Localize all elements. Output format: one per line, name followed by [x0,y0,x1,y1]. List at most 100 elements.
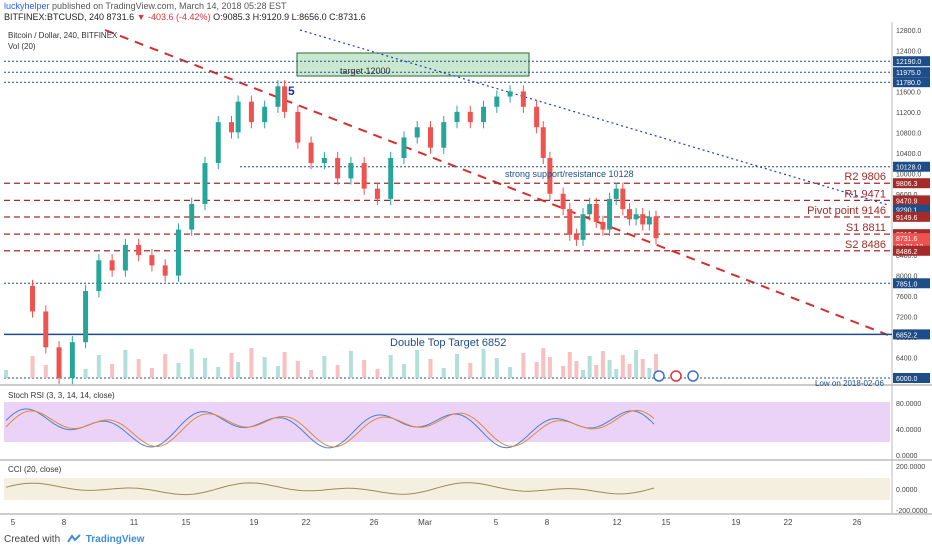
candle-body [308,142,314,164]
candle-body [626,209,632,220]
time-tick-label: 19 [250,518,259,527]
pivot-level-label: Pivot point 9146 [807,205,886,217]
pivot-levels: R2 9806 R1 9471 Pivot point 9146 S1 8811 S2 … [4,171,892,252]
volume-bar [561,366,566,378]
volume-bar [348,351,353,378]
target-box-label: target 12000 [340,66,391,76]
volume-bar [123,350,128,378]
price-tag-label: 8486.2 [896,249,918,256]
cci-tick-label: -200.0000 [896,508,928,515]
volume-bar [634,350,639,378]
candle-body [653,216,659,239]
candle-body [388,157,394,199]
stoch-tick-label: 40.0000 [896,427,921,434]
publish-info: published on TradingView.com, March 14, … [52,1,287,11]
price-tick-label: 8400.0 [896,253,918,260]
volume-bar [640,359,645,378]
wave-5-label: 5 [288,84,295,98]
candle-body [189,204,195,230]
publisher-username[interactable]: luckyhelper [4,1,50,11]
candle-body [149,255,155,266]
cci-tick-label: 200.0000 [896,464,925,471]
candle-body [607,198,613,230]
event-icon[interactable] [670,370,682,382]
price-tag [893,77,930,88]
volume-bar [620,355,625,378]
time-tick-label: 15 [662,518,671,527]
stoch-tick-label: 0.0000 [896,453,918,460]
candle-body [401,137,407,158]
volume-bar [110,364,115,378]
volume-bar [587,356,592,378]
price-tag-label: 7851.0 [896,281,918,288]
volume-bar [541,348,546,378]
price-tag-label: 9149.6 [896,215,918,222]
candle-body [580,214,586,240]
price-tag-label: 6852.2 [896,332,918,339]
candle-body [600,221,606,230]
price-tick-label: 10400.0 [896,151,921,158]
volume-bar [163,354,168,378]
volume-bar [594,365,599,378]
volume-bar [428,359,433,378]
volume-bar [275,366,280,378]
candle-body [534,106,540,128]
candle-body [520,91,526,107]
publish-line: luckyhelper published on TradingView.com… [4,1,287,11]
candle-body [248,101,254,123]
price-tick-label: 7200.0 [896,315,918,322]
price-tag-label: 9806.3 [896,181,918,188]
volume-bar [229,353,234,378]
volume-bar [189,349,194,378]
candle-body [567,209,573,235]
stoch-legend[interactable]: Stoch RSI (3, 3, 14, 14, close) [8,391,115,400]
candle-body [295,111,301,143]
volume-bar [249,348,254,378]
pivot-level-label: S2 8486 [845,239,886,251]
candle-body [540,127,546,158]
price-tag-label: 10128.0 [896,165,921,172]
cci-legend[interactable]: CCI (20, close) [8,465,62,474]
candle-body [467,111,473,123]
stoch-d-line [5,409,655,448]
event-icon[interactable] [687,370,699,382]
oscillator-axes: 80.0000 40.0000 0.0000 200.0000 0.0000 -200.0… [896,401,928,515]
volume-bar [600,351,605,378]
price-tag [893,373,930,383]
candle-body [96,260,102,291]
volume-bar [136,359,141,378]
price-tag [893,178,930,189]
volume-bar [335,365,340,378]
blue-trend-line[interactable] [299,29,889,206]
support-annotation: strong support/resistance 10128 [505,169,634,179]
volume-bar [262,357,267,378]
volume-bar [149,368,154,378]
candle-body [275,86,281,107]
price-change: -403.6 (-4.42%) [148,12,211,22]
candle-body [620,188,626,210]
candle-body [374,188,380,199]
cci-path [5,482,655,496]
target-box[interactable] [296,52,530,77]
volume-bar [468,363,473,378]
price-tick-label: 9600.0 [896,192,918,199]
time-tick-label: 12 [613,518,622,527]
series-legend[interactable]: Bitcoin / Dollar, 240, BITFINEX [8,31,118,40]
volume-bar [607,360,612,378]
candle-body [593,204,599,222]
event-icon[interactable] [653,370,665,382]
price-tag [893,329,930,340]
volume-legend[interactable]: Vol (20) [8,42,36,51]
price-tick-label: 11600.0 [896,89,921,96]
candle-body [43,311,49,348]
cci-band [4,478,890,500]
price-tags: 12190.0 11975.0 11780.0 10128.0 7851.0 6852.2… [893,56,930,383]
ohlc-values: O:9085.3 H:9120.9 L:8656.0 C:8731.6 [213,12,366,22]
time-tick-label: 8 [62,518,67,527]
tradingview-brand[interactable]: TradingView [85,534,145,545]
price-tick-label: 6400.0 [896,356,918,363]
time-axis[interactable]: 5 8 11 15 19 22 26 Mar 5 8 12 15 19 22 26 [11,518,862,527]
red-downtrend-line[interactable] [104,29,889,336]
price-tick-label: 7600.0 [896,294,918,301]
